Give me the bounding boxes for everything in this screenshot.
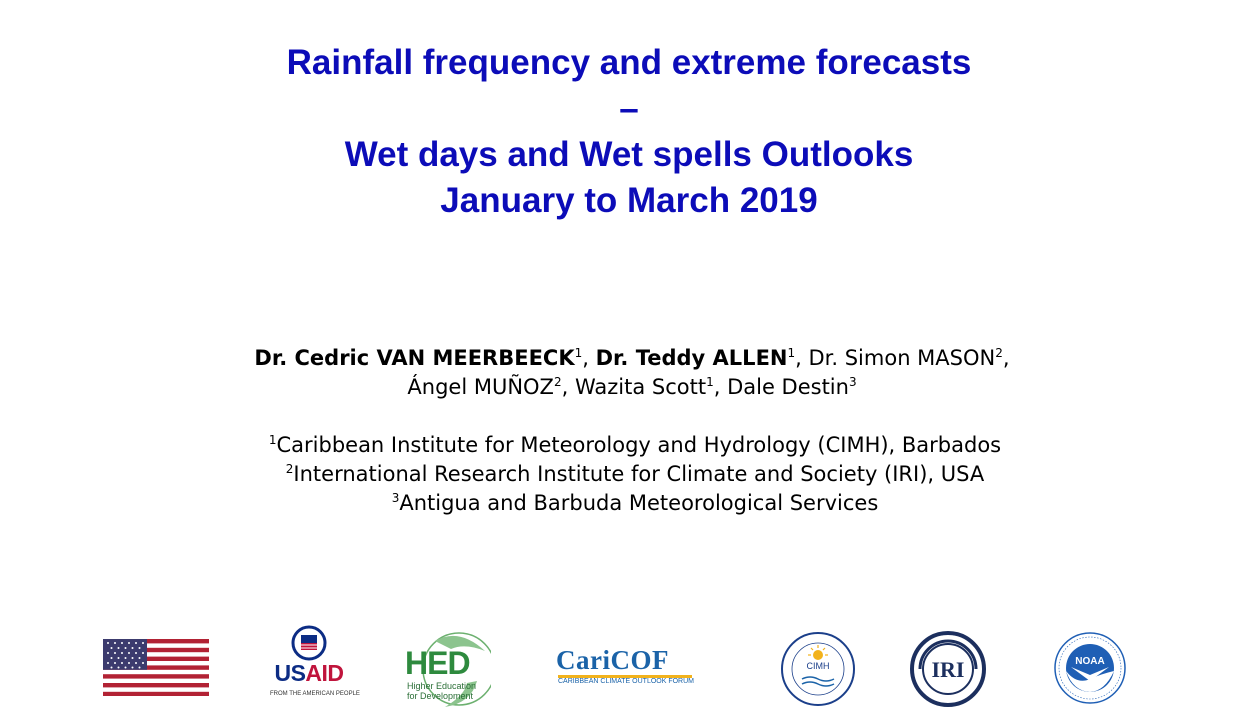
affiliation-item: 2International Research Institute for Cl…	[0, 460, 1237, 489]
title-line-2: –	[619, 89, 639, 128]
cimh-label: CIMH	[806, 661, 830, 671]
author-affil-mark: 3	[848, 375, 857, 389]
author-list: Dr. Cedric VAN MEERBEECK1, Dr. Teddy ALL…	[0, 344, 1237, 402]
affiliation-item: 3Antigua and Barbuda Meteorological Serv…	[0, 489, 1237, 518]
affiliation-item: 1Caribbean Institute for Meteorology and…	[0, 431, 1237, 460]
iri-wordmark: IRI	[931, 657, 964, 682]
author-name: Wazita Scott	[574, 375, 707, 399]
hed-tagline: Higher Education for Development	[407, 681, 477, 701]
caricof-wordmark: CariCOF	[556, 645, 669, 675]
author-name: Dale Destin	[727, 375, 849, 399]
author-affil-mark: 1	[787, 346, 796, 360]
author-name: Dr. Teddy ALLEN	[595, 346, 788, 370]
author-affil-mark: 2	[553, 375, 562, 389]
cimh-logo: CIMH	[780, 631, 856, 707]
affiliation-text: International Research Institute for Cli…	[293, 462, 985, 486]
author-name: Dr. Simon MASON	[808, 346, 996, 370]
author-line-1: Dr. Cedric VAN MEERBEECK1, Dr. Teddy ALL…	[254, 346, 1010, 370]
author-name: Dr. Cedric VAN MEERBEECK	[254, 346, 575, 370]
iri-logo: IRI	[910, 629, 990, 709]
affiliation-mark: 1	[268, 433, 277, 447]
title-line-1: Rainfall frequency and extreme forecasts	[286, 43, 972, 82]
usaid-tagline: FROM THE AMERICAN PEOPLE	[270, 691, 360, 697]
author-affil-mark: 1	[574, 346, 583, 360]
affiliation-mark: 3	[391, 491, 400, 505]
usaid-wordmark: USAID	[274, 660, 344, 686]
affiliation-mark: 2	[285, 462, 294, 476]
noaa-logo: NOAA	[1053, 631, 1127, 705]
affiliation-text: Antigua and Barbuda Meteorological Servi…	[399, 491, 879, 515]
logo-row: USAID FROM THE AMERICAN PEOPLE HED Highe…	[0, 625, 1237, 713]
author-line-2: Ángel MUÑOZ2, Wazita Scott1, Dale Destin…	[407, 375, 857, 399]
affiliation-list: 1Caribbean Institute for Meteorology and…	[0, 431, 1237, 518]
us-flag-icon	[103, 639, 209, 701]
affiliation-text: Caribbean Institute for Meteorology and …	[276, 433, 1002, 457]
slide-title: Rainfall frequency and extreme forecasts…	[0, 40, 1237, 224]
caricof-tagline: CARIBBEAN CLIMATE OUTLOOK FORUM	[558, 678, 694, 685]
hed-wordmark: HED	[405, 645, 471, 681]
author-affil-mark: 1	[706, 375, 714, 389]
noaa-wordmark: NOAA	[1075, 656, 1104, 667]
usaid-logo: USAID FROM THE AMERICAN PEOPLE	[270, 625, 360, 713]
author-name: Ángel MUÑOZ	[407, 375, 554, 399]
author-affil-mark: 2	[995, 346, 1003, 360]
hed-logo: HED Higher Education for Development	[405, 625, 491, 713]
title-line-3: Wet days and Wet spells Outlooks	[344, 135, 914, 174]
title-line-4: January to March 2019	[440, 181, 818, 220]
caricof-logo: CariCOF CARIBBEAN CLIMATE OUTLOOK FORUM	[556, 625, 696, 713]
